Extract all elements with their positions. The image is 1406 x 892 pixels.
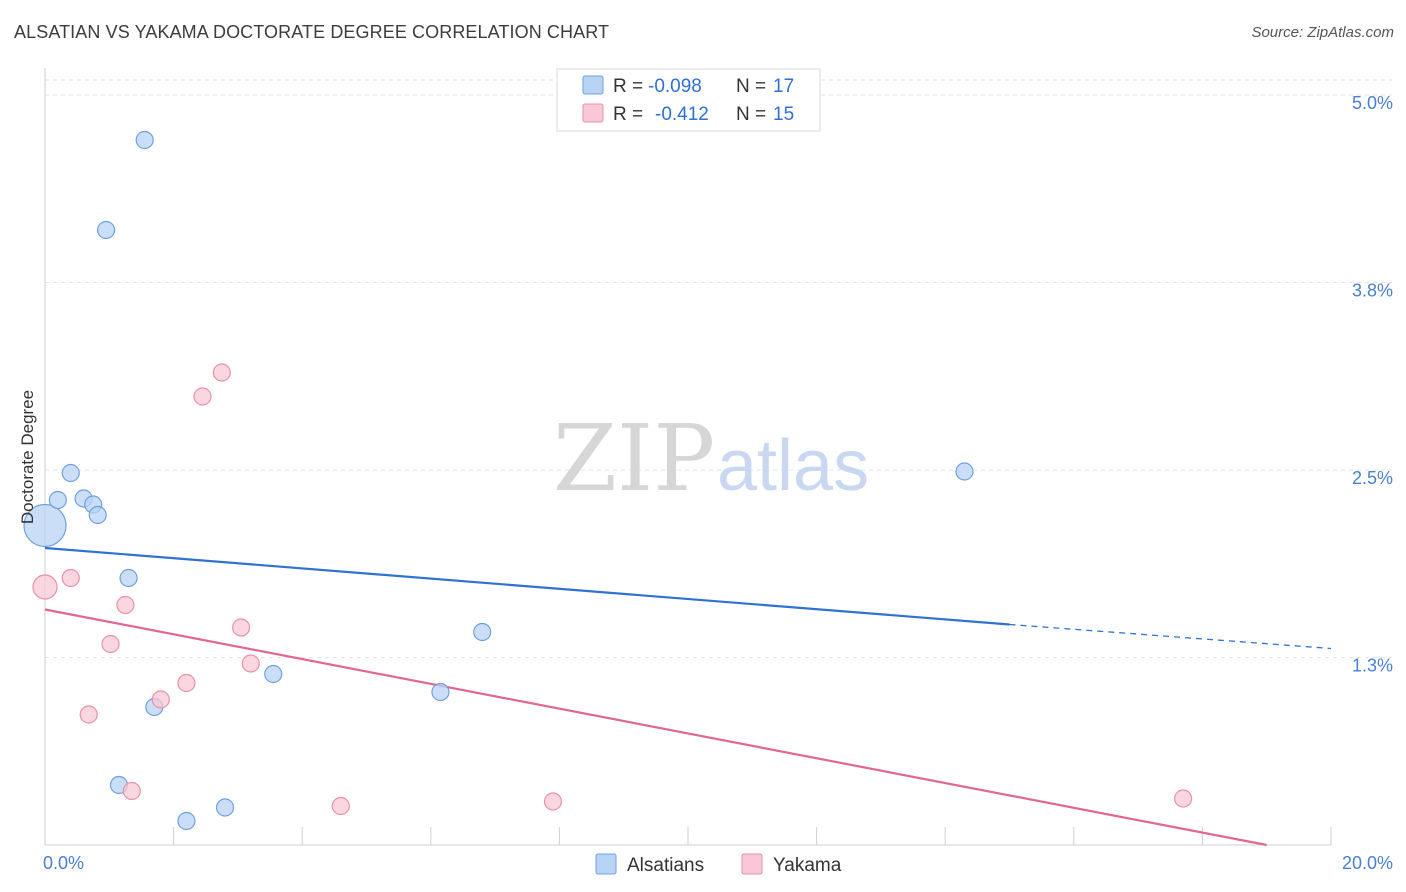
bottom-legend-swatch-yakama: [741, 853, 763, 875]
trend-line-alsatians-extension: [1009, 623, 1332, 650]
gridlines: [45, 79, 1392, 658]
legend-n-value-yakama: 15: [773, 104, 794, 125]
data-point-alsatians: [215, 798, 235, 817]
data-point-yakama: [241, 654, 260, 673]
data-point-alsatians: [88, 505, 107, 525]
legend-n-label-yakama: N =: [736, 104, 766, 125]
y-tick-label: 5.0%: [1352, 93, 1393, 113]
y-tick-label: 2.5%: [1352, 468, 1393, 488]
trend-line-alsatians: [44, 546, 1010, 626]
data-point-alsatians: [61, 463, 80, 483]
legend-r-value-alsatians: -0.098: [648, 76, 702, 97]
data-point-yakama: [543, 792, 563, 811]
legend-swatch-alsatians: [582, 75, 604, 95]
data-point-yakama: [32, 574, 58, 600]
data-point-alsatians: [955, 462, 974, 481]
data-point-yakama: [61, 568, 80, 588]
data-point-yakama: [79, 705, 98, 724]
data-point-alsatians: [431, 682, 450, 702]
data-point-yakama: [101, 634, 120, 654]
legend-n-value-alsatians: 17: [773, 76, 794, 97]
x-tick-label: 0.0%: [43, 853, 84, 873]
data-point-alsatians: [473, 622, 492, 642]
data-points: [23, 130, 1193, 831]
data-point-yakama: [331, 796, 350, 816]
data-point-yakama: [1174, 789, 1193, 808]
legend-swatch-yakama: [582, 103, 604, 123]
data-point-alsatians: [264, 664, 283, 684]
trend-line-yakama: [44, 608, 1267, 847]
bottom-legend-alsatians: Alsatians: [627, 855, 704, 876]
data-point-yakama: [212, 363, 231, 382]
watermark-zip: ZIP: [553, 405, 715, 512]
x-tick-label: 20.0%: [1342, 853, 1393, 873]
data-point-alsatians: [119, 568, 138, 588]
source-label: Source: ZipAtlas.com: [1251, 24, 1394, 41]
data-point-yakama: [193, 387, 212, 406]
data-point-alsatians: [177, 811, 196, 831]
data-point-alsatians: [96, 220, 116, 240]
trend-lines: [44, 546, 1332, 847]
chart-title: ALSATIAN VS YAKAMA DOCTORATE DEGREE CORR…: [14, 22, 610, 42]
legend-r-value-yakama: -0.412: [655, 104, 709, 125]
tick-labels: 1.3% 2.5% 3.8% 5.0% 0.0% 20.0%: [43, 93, 1393, 873]
legend-r-label-alsatians: R =: [613, 76, 643, 97]
y-axis-label: Doctorate Degree: [18, 390, 37, 524]
data-point-yakama: [151, 690, 170, 709]
data-point-alsatians: [23, 503, 67, 548]
bottom-legend-swatch-alsatians: [595, 853, 617, 875]
y-tick-label: 1.3%: [1352, 656, 1393, 676]
axes: [44, 68, 1332, 846]
y-tick-label: 3.8%: [1352, 281, 1393, 301]
data-point-yakama: [122, 781, 141, 801]
watermark-atlas: atlas: [717, 426, 869, 506]
data-point-yakama: [177, 673, 196, 693]
data-point-yakama: [116, 595, 135, 615]
legend-n-label-alsatians: N =: [736, 76, 766, 97]
data-point-alsatians: [135, 130, 154, 150]
watermark: ZIP atlas: [553, 405, 869, 512]
correlation-legend: R = -0.098 N = 17 R = -0.412 N = 15: [556, 68, 821, 132]
data-point-yakama: [232, 618, 251, 637]
legend-r-label-yakama: R =: [613, 104, 643, 125]
data-point-alsatians: [48, 490, 67, 510]
series-legend: Alsatians Yakama: [595, 853, 842, 876]
bottom-legend-yakama: Yakama: [773, 855, 842, 876]
